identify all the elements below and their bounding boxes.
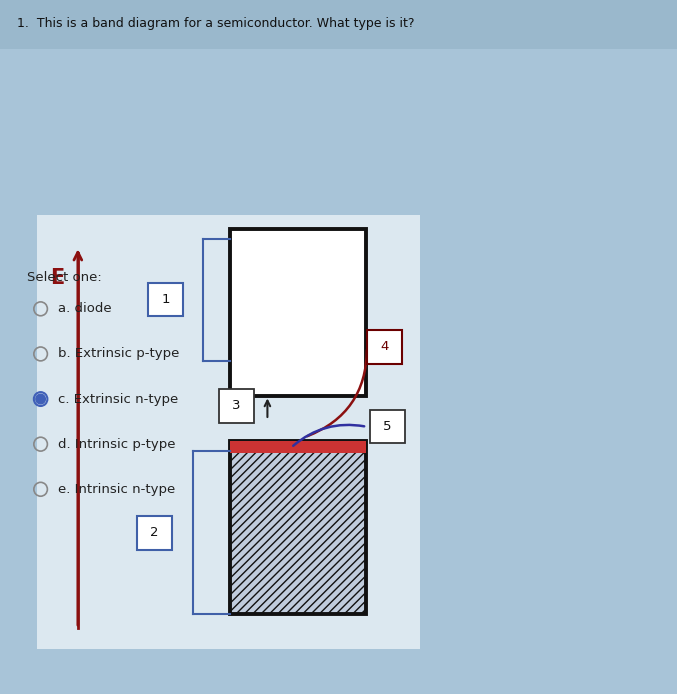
- Text: 2: 2: [150, 527, 158, 539]
- Bar: [367, 330, 402, 364]
- Bar: [230, 441, 366, 453]
- Text: Select one:: Select one:: [27, 271, 102, 284]
- Bar: [230, 229, 366, 396]
- Bar: [37, 215, 420, 649]
- Text: 3: 3: [232, 400, 240, 412]
- Text: a. diode: a. diode: [58, 303, 111, 315]
- Bar: [137, 516, 172, 550]
- Text: 1.  This is a band diagram for a semiconductor. What type is it?: 1. This is a band diagram for a semicond…: [17, 17, 414, 30]
- Bar: [148, 283, 183, 316]
- Bar: [219, 389, 254, 423]
- Bar: [230, 441, 366, 614]
- Text: c. Extrinsic n-type: c. Extrinsic n-type: [58, 393, 178, 405]
- Circle shape: [36, 394, 45, 404]
- Text: d. Intrinsic p-type: d. Intrinsic p-type: [58, 438, 175, 450]
- Bar: [370, 410, 405, 443]
- Text: b. Extrinsic p-type: b. Extrinsic p-type: [58, 348, 179, 360]
- Text: E: E: [50, 268, 65, 287]
- Text: 4: 4: [380, 341, 389, 353]
- Text: e. Intrinsic n-type: e. Intrinsic n-type: [58, 483, 175, 496]
- Bar: [0, 0, 677, 49]
- Text: 5: 5: [383, 421, 391, 433]
- Text: 1: 1: [162, 294, 170, 306]
